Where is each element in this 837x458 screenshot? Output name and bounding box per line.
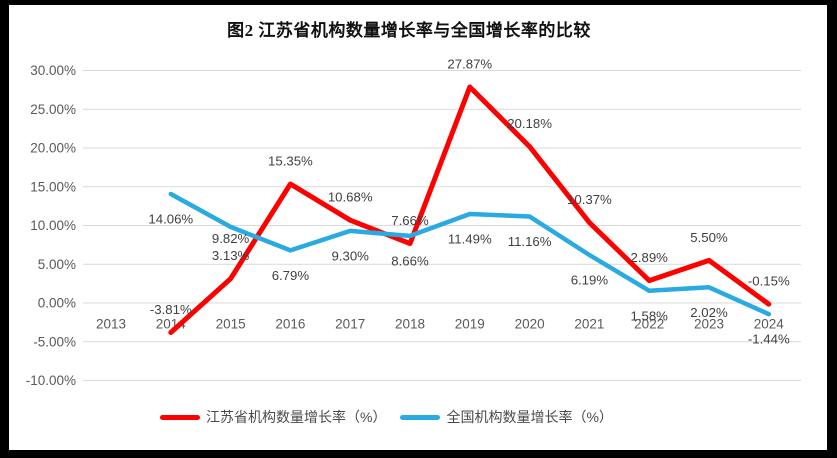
- series-lines: [168, 84, 772, 335]
- data-label: 8.66%: [391, 253, 429, 268]
- red-line-swatch: [160, 414, 200, 420]
- x-tick-label: 2020: [515, 317, 545, 332]
- data-labels: -3.81% 3.13% 15.35% 10.68% 7.66% 27.87% 20.18%…: [148, 57, 790, 347]
- data-label: 1.58%: [630, 308, 668, 323]
- data-label: 14.06%: [148, 212, 193, 227]
- x-axis-tick-labels: 2013 2014 2015 2016 2017 2018 2019 2020 2021 2022…: [96, 317, 784, 332]
- y-tick-label: -5.00%: [33, 334, 76, 349]
- data-label: -1.44%: [748, 332, 790, 347]
- gridlines: [83, 70, 801, 381]
- x-tick-label: 2021: [574, 317, 604, 332]
- series-line-jiangsu: [168, 84, 772, 335]
- data-label: 7.66%: [391, 213, 429, 228]
- legend-label-jiangsu: 江苏省机构数量增长率（%）: [206, 409, 387, 425]
- legend-item-jiangsu: 江苏省机构数量增长率（%）: [160, 407, 386, 427]
- data-label: 11.16%: [508, 234, 552, 249]
- data-label: 27.87%: [447, 57, 492, 72]
- data-label: 6.79%: [272, 268, 310, 283]
- data-label: -0.15%: [748, 274, 790, 289]
- x-tick-label: 2018: [395, 317, 425, 332]
- y-tick-label: 0.00%: [38, 296, 76, 311]
- y-tick-label: 15.00%: [30, 179, 76, 194]
- x-tick-label: 2017: [335, 317, 365, 332]
- data-label: 5.50%: [690, 230, 728, 245]
- data-label: 9.82%: [212, 231, 250, 246]
- x-tick-label: 2022: [634, 317, 664, 332]
- x-tick-label: 2023: [694, 317, 724, 332]
- y-tick-label: 20.00%: [30, 141, 76, 156]
- series-line-national: [168, 191, 772, 317]
- blue-line-swatch: [400, 414, 441, 420]
- data-label: 6.19%: [571, 273, 609, 288]
- y-tick-label: -10.00%: [26, 373, 76, 388]
- data-label: 20.18%: [507, 116, 552, 131]
- legend-label-national: 全国机构数量增长率（%）: [446, 409, 613, 425]
- data-label: 10.37%: [567, 192, 612, 207]
- y-tick-label: 25.00%: [30, 102, 76, 117]
- x-tick-label: 2024: [754, 317, 785, 332]
- legend-item-national: 全国机构数量增长率（%）: [400, 407, 613, 427]
- y-tick-label: 5.00%: [38, 257, 76, 272]
- x-tick-label: 2016: [275, 317, 305, 332]
- data-label: 2.02%: [690, 305, 728, 320]
- data-label: 9.30%: [331, 248, 369, 263]
- data-label: 3.13%: [212, 248, 250, 263]
- legend: 江苏省机构数量增长率（%） 全国机构数量增长率（%）: [160, 407, 613, 427]
- x-tick-label: 2013: [96, 317, 126, 332]
- data-label: -3.81%: [150, 302, 192, 317]
- x-tick-label: 2015: [216, 317, 246, 332]
- y-tick-label: 10.00%: [30, 218, 76, 233]
- data-label: 15.35%: [268, 154, 313, 169]
- data-label: 10.68%: [328, 190, 373, 205]
- chart-title: 图2 江苏省机构数量增长率与全国增长率的比较: [227, 21, 591, 40]
- y-tick-label: 30.00%: [30, 63, 76, 78]
- data-label: 2.89%: [630, 250, 668, 265]
- x-tick-label: 2019: [455, 317, 485, 332]
- y-axis-tick-labels: 30.00% 25.00% 20.00% 15.00% 10.00% 5.00% 0.00%…: [26, 63, 76, 388]
- data-label: 11.49%: [448, 231, 492, 246]
